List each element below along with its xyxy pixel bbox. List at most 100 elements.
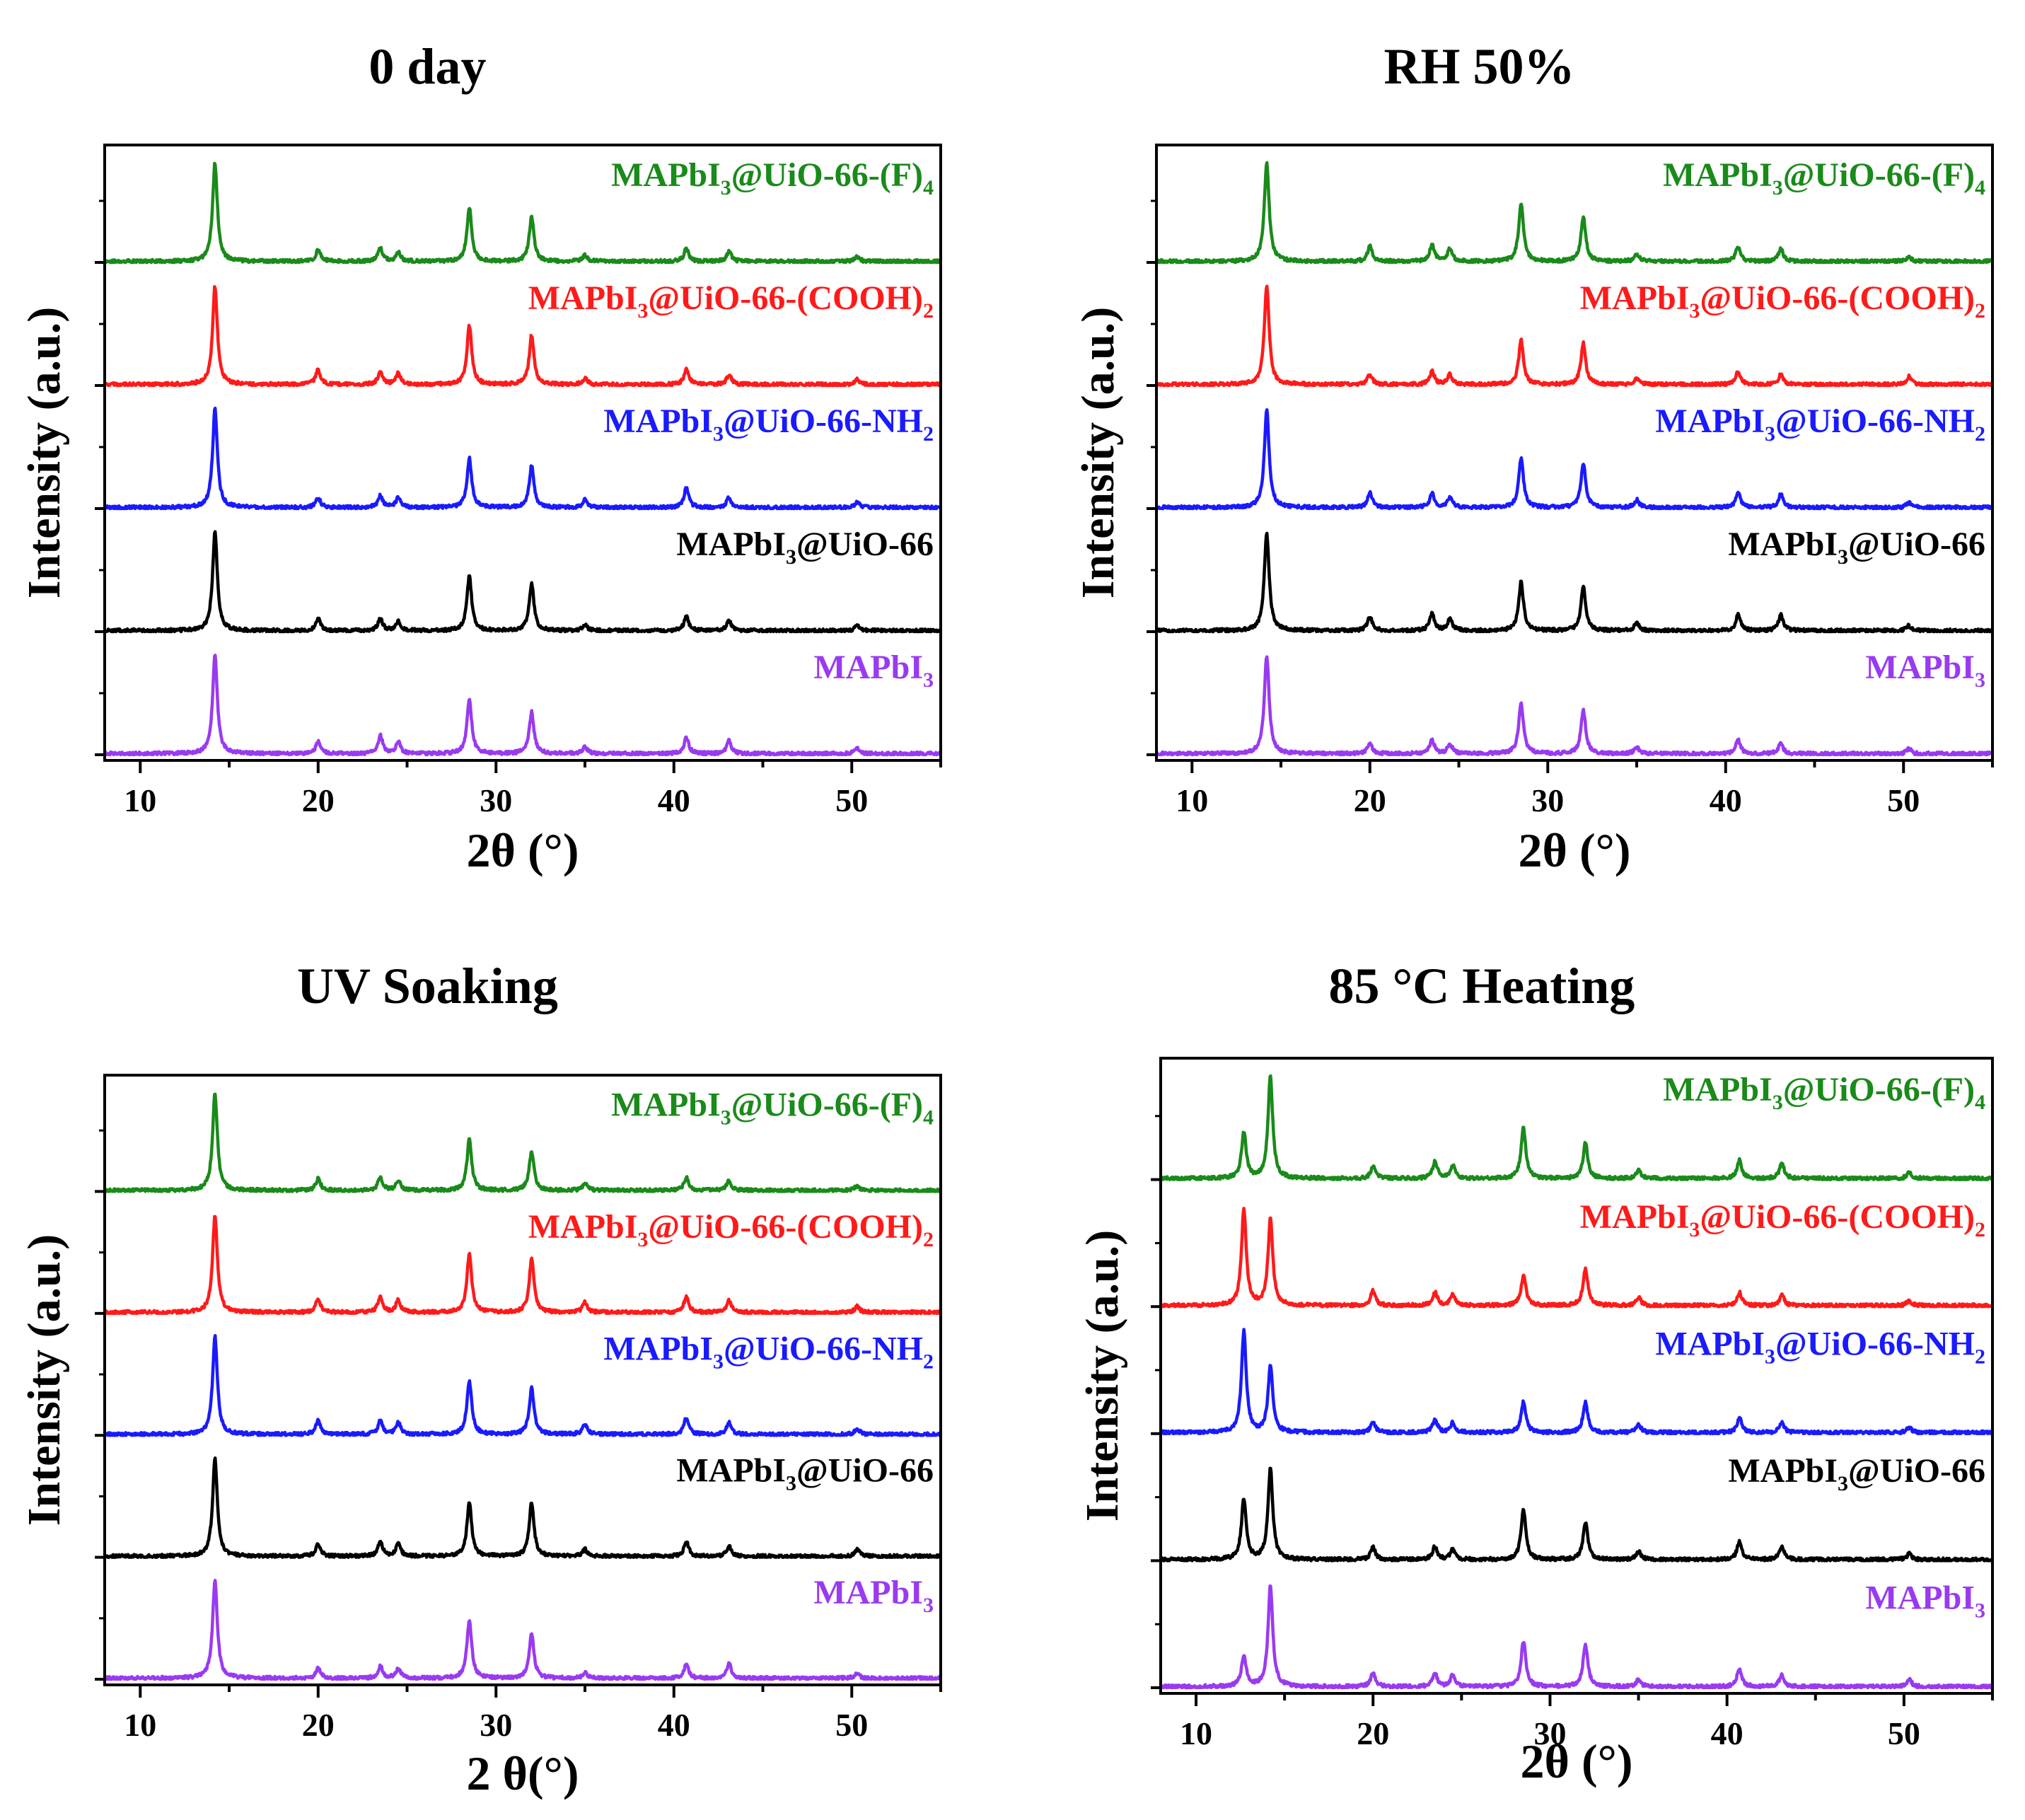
series-trace <box>106 161 939 265</box>
series-label-main: MAPbI <box>676 1452 786 1490</box>
series-label-sub: 3 <box>721 1106 731 1130</box>
series-label-main: MAPbI <box>528 1208 638 1246</box>
x-tick-label: 10 <box>1180 1715 1212 1751</box>
panel-1: 0 day 10 20 30 40 50 2θ (°) Intensity (a.u.) MAP… <box>18 38 942 877</box>
series-label-rest: @UiO-66-NH <box>1775 1325 1975 1362</box>
series-trace <box>1162 1207 1991 1309</box>
series-label-sub: 3 <box>1838 1472 1848 1495</box>
series-trace <box>1158 655 1991 757</box>
series-trace <box>106 1579 939 1681</box>
series-label-sub2: 2 <box>923 1228 934 1251</box>
series-trace <box>106 1333 939 1437</box>
series-label-sub: 3 <box>713 422 724 446</box>
series-label-sub: 3 <box>1772 1091 1783 1114</box>
series-label: MAPbI3 <box>1865 1580 1985 1623</box>
series-label-main: MAPbI <box>1728 1452 1838 1490</box>
series-label: MAPbI3 <box>813 649 934 692</box>
series-label-rest: @UiO-66 <box>796 526 934 563</box>
x-tick-label: 10 <box>124 1707 156 1743</box>
panel-4: 85 °C Heating 10 20 30 40 50 2θ (°) Intensity (… <box>1077 958 1994 1788</box>
series-label-sub: 3 <box>1689 299 1700 323</box>
series-label-sub: 3 <box>1772 176 1783 199</box>
series-label-sub: 3 <box>1838 545 1848 569</box>
y-axis-label: Intensity (a.u.) <box>1077 1230 1128 1522</box>
series-label: MAPbI3@UiO-66 <box>676 1452 934 1495</box>
series-trace <box>106 284 939 388</box>
series-trace <box>1162 1466 1991 1563</box>
series-label: MAPbI3 <box>1865 649 1985 692</box>
series-trace <box>1158 161 1991 265</box>
series-label-main: MAPbI <box>1663 1071 1772 1108</box>
series-label: MAPbI3 <box>813 1574 934 1617</box>
x-tick-label: 50 <box>1887 782 1920 818</box>
series-label: MAPbI3@UiO-66-(COOH)2 <box>1580 1198 1985 1241</box>
series-label-main: MAPbI <box>1580 279 1690 317</box>
series-label-sub2: 2 <box>1975 299 1985 323</box>
series-label-main: MAPbI <box>813 649 923 686</box>
series-label-main: MAPbI <box>676 526 786 563</box>
series-label-main: MAPbI <box>611 1086 721 1124</box>
series-label-main: MAPbI <box>528 279 638 317</box>
series-label-rest: @UiO-66-NH <box>1775 402 1975 440</box>
series-label: MAPbI3@UiO-66-(F)4 <box>611 156 934 199</box>
series-label: MAPbI3@UiO-66-NH2 <box>1655 1325 1985 1368</box>
y-axis-label: Intensity (a.u.) <box>18 307 70 599</box>
series-label-main: MAPbI <box>1728 526 1838 563</box>
panel-2: RH 50% 10 20 30 40 50 2θ (°) Intensity (a.u.) MA… <box>1072 38 1994 877</box>
series-label-sub: 3 <box>1975 668 1985 692</box>
series-label-sub: 3 <box>713 1350 724 1373</box>
series-label-sub: 3 <box>1689 1218 1700 1241</box>
plot-frame <box>1159 1057 1994 1695</box>
x-tick-label: 10 <box>124 782 156 818</box>
series-label-sub: 3 <box>1975 1599 1985 1623</box>
series-label: MAPbI3@UiO-66-(F)4 <box>1663 1071 1985 1114</box>
series-trace <box>106 406 939 511</box>
series-label: MAPbI3@UiO-66-(COOH)2 <box>528 279 934 323</box>
series-label-sub: 3 <box>1765 1345 1775 1368</box>
series-label-sub2: 4 <box>1975 176 1985 199</box>
panel-title: 0 day <box>369 38 486 95</box>
panel-title: UV Soaking <box>297 958 558 1014</box>
series-label-rest: @UiO-66-(COOH) <box>1700 279 1975 317</box>
series-label-main: MAPbI <box>603 1330 713 1367</box>
series-trace <box>1158 408 1991 511</box>
series-label: MAPbI3@UiO-66-(F)4 <box>611 1086 934 1130</box>
x-tick-label: 40 <box>1711 1715 1743 1751</box>
series-label-sub: 3 <box>637 299 648 323</box>
y-axis-label: Intensity (a.u.) <box>1072 307 1124 599</box>
series-label: MAPbI3@UiO-66 <box>676 526 934 569</box>
series-label-sub: 3 <box>923 668 934 692</box>
series-label-sub2: 2 <box>1975 1218 1985 1241</box>
panel-title: 85 °C Heating <box>1329 958 1635 1014</box>
x-tick-label: 50 <box>835 1707 868 1743</box>
series-label-main: MAPbI <box>611 156 721 194</box>
x-tick-label: 20 <box>302 1707 335 1743</box>
y-axis-label: Intensity (a.u.) <box>18 1234 70 1526</box>
series-trace <box>1162 1328 1991 1436</box>
series-label-rest: @UiO-66-NH <box>724 1330 923 1367</box>
series-trace <box>106 1092 939 1193</box>
series-label: MAPbI3@UiO-66-(COOH)2 <box>528 1208 934 1251</box>
series-label-main: MAPbI <box>603 402 713 440</box>
series-label: MAPbI3@UiO-66-NH2 <box>603 1330 934 1373</box>
panel-title: RH 50% <box>1383 38 1574 95</box>
series-trace <box>106 1215 939 1316</box>
series-label-sub: 3 <box>1765 422 1775 446</box>
series-label-rest: @UiO-66-(F) <box>731 156 923 194</box>
series-label-sub2: 2 <box>1975 1345 1985 1368</box>
series-label: MAPbI3@UiO-66 <box>1728 1452 1985 1495</box>
series-label-main: MAPbI <box>1865 649 1975 686</box>
series-label-sub2: 4 <box>923 1106 934 1130</box>
x-tick-label: 30 <box>1533 1715 1566 1751</box>
series-label-rest: @UiO-66-(F) <box>1783 1071 1975 1108</box>
series-label: MAPbI3@UiO-66-NH2 <box>1655 402 1985 446</box>
series-label-main: MAPbI <box>1655 1325 1765 1362</box>
series-label-rest: @UiO-66-(COOH) <box>648 279 923 317</box>
series-trace <box>106 530 939 634</box>
series-label-sub: 3 <box>786 545 796 569</box>
x-axis-label: 2 θ(°) <box>467 1746 579 1800</box>
series-label-rest: @UiO-66-(COOH) <box>648 1208 923 1246</box>
x-tick-label: 40 <box>658 1707 690 1743</box>
series-trace <box>1162 1584 1991 1690</box>
